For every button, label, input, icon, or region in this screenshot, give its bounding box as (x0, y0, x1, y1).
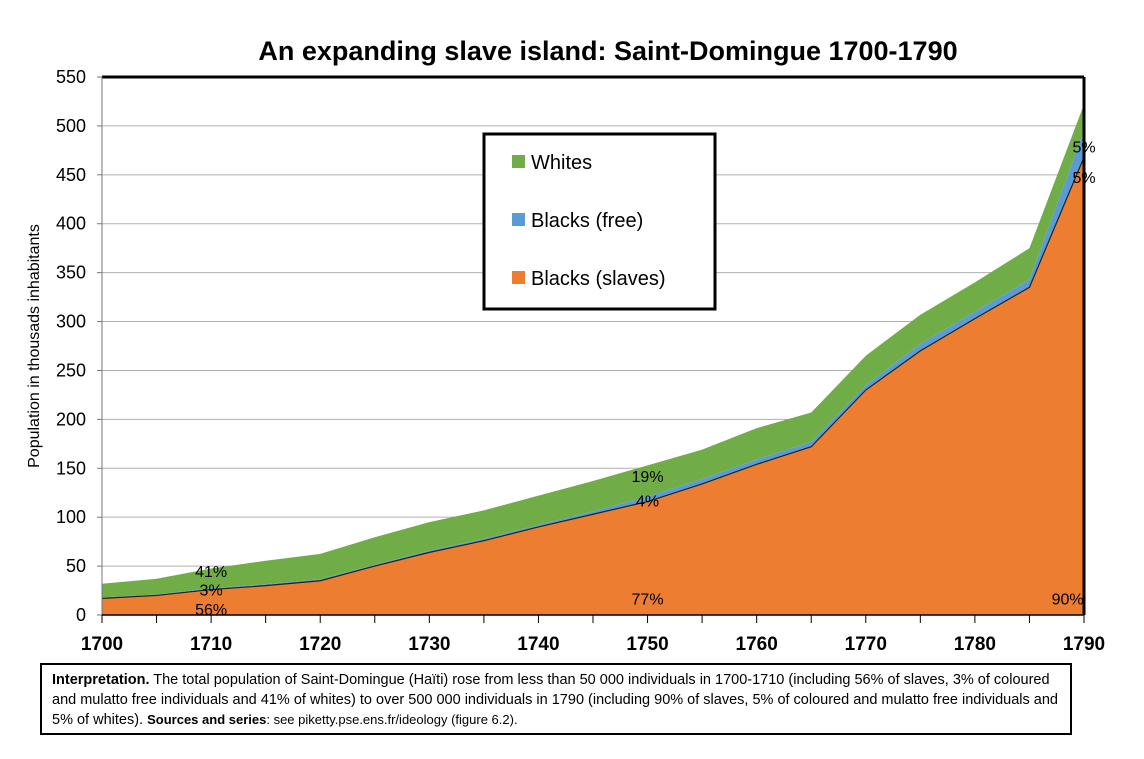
data-annotation: 19% (632, 469, 664, 486)
data-annotation: 41% (195, 564, 227, 581)
legend-label: Blacks (slaves) (531, 268, 665, 290)
x-tick-label: 1730 (408, 634, 450, 655)
plot-areas (101, 104, 1085, 615)
data-annotation: 77% (632, 591, 664, 608)
data-annotation: 56% (195, 602, 227, 619)
x-tick-label: 1780 (954, 634, 996, 655)
interpretation-text: The total population of Saint-Domingue (… (52, 672, 1058, 728)
area-whites (102, 104, 1084, 598)
y-tick-label: 550 (56, 67, 86, 87)
legend-swatch (512, 271, 525, 284)
interpretation-label: Interpretation. (52, 672, 150, 688)
legend-label: Blacks (free) (531, 210, 643, 232)
y-tick-label: 350 (56, 263, 86, 283)
legend: Whites Blacks (free) Blacks (slaves) (482, 132, 717, 311)
axes: 0 50 100 150 200 250 300 350 400 450 500 550 1700 171… (56, 67, 1105, 655)
x-tick-label: 1700 (81, 634, 123, 655)
legend-swatch (512, 213, 525, 226)
sources-label: Sources and series (147, 712, 267, 727)
chart: An expanding slave island: Saint-Domingu… (26, 36, 1105, 655)
y-tick-label: 500 (56, 116, 86, 136)
data-annotation: 4% (636, 494, 659, 511)
x-tick-label: 1740 (517, 634, 559, 655)
data-annotation: 90% (1052, 591, 1084, 608)
y-tick-label: 300 (56, 312, 86, 332)
y-tick-label: 100 (56, 507, 86, 527)
data-annotation: 5% (1072, 170, 1095, 187)
chart-title: An expanding slave island: Saint-Domingu… (258, 36, 957, 66)
y-tick-label: 400 (56, 214, 86, 234)
x-tick-label: 1790 (1063, 634, 1105, 655)
data-annotation: 5% (1072, 139, 1095, 156)
slaves-boundary-line (101, 156, 1085, 599)
y-tick-label: 0 (76, 605, 86, 625)
x-tick-label: 1760 (736, 634, 778, 655)
annotations: 41% 3% 56% 19% 4% 77% 5% 5% 90% (195, 139, 1095, 619)
interpretation-note: Interpretation. The total population of … (40, 663, 1072, 735)
y-axis-label: Population in thousads inhabitants (26, 224, 43, 468)
legend-label: Whites (531, 152, 592, 174)
x-tick-label: 1750 (626, 634, 668, 655)
x-tick-label: 1720 (299, 634, 341, 655)
y-tick-label: 450 (56, 165, 86, 185)
y-tick-label: 50 (66, 556, 86, 576)
data-annotation: 3% (200, 583, 223, 600)
y-tick-label: 150 (56, 458, 86, 478)
y-tick-label: 200 (56, 409, 86, 429)
sources-text: : see piketty.pse.ens.fr/ideology (figur… (266, 712, 518, 727)
x-tick-label: 1770 (845, 634, 887, 655)
area-blacks-slaves (102, 157, 1084, 615)
x-tick-label: 1710 (190, 634, 232, 655)
legend-swatch (512, 155, 525, 168)
y-tick-label: 250 (56, 360, 86, 380)
